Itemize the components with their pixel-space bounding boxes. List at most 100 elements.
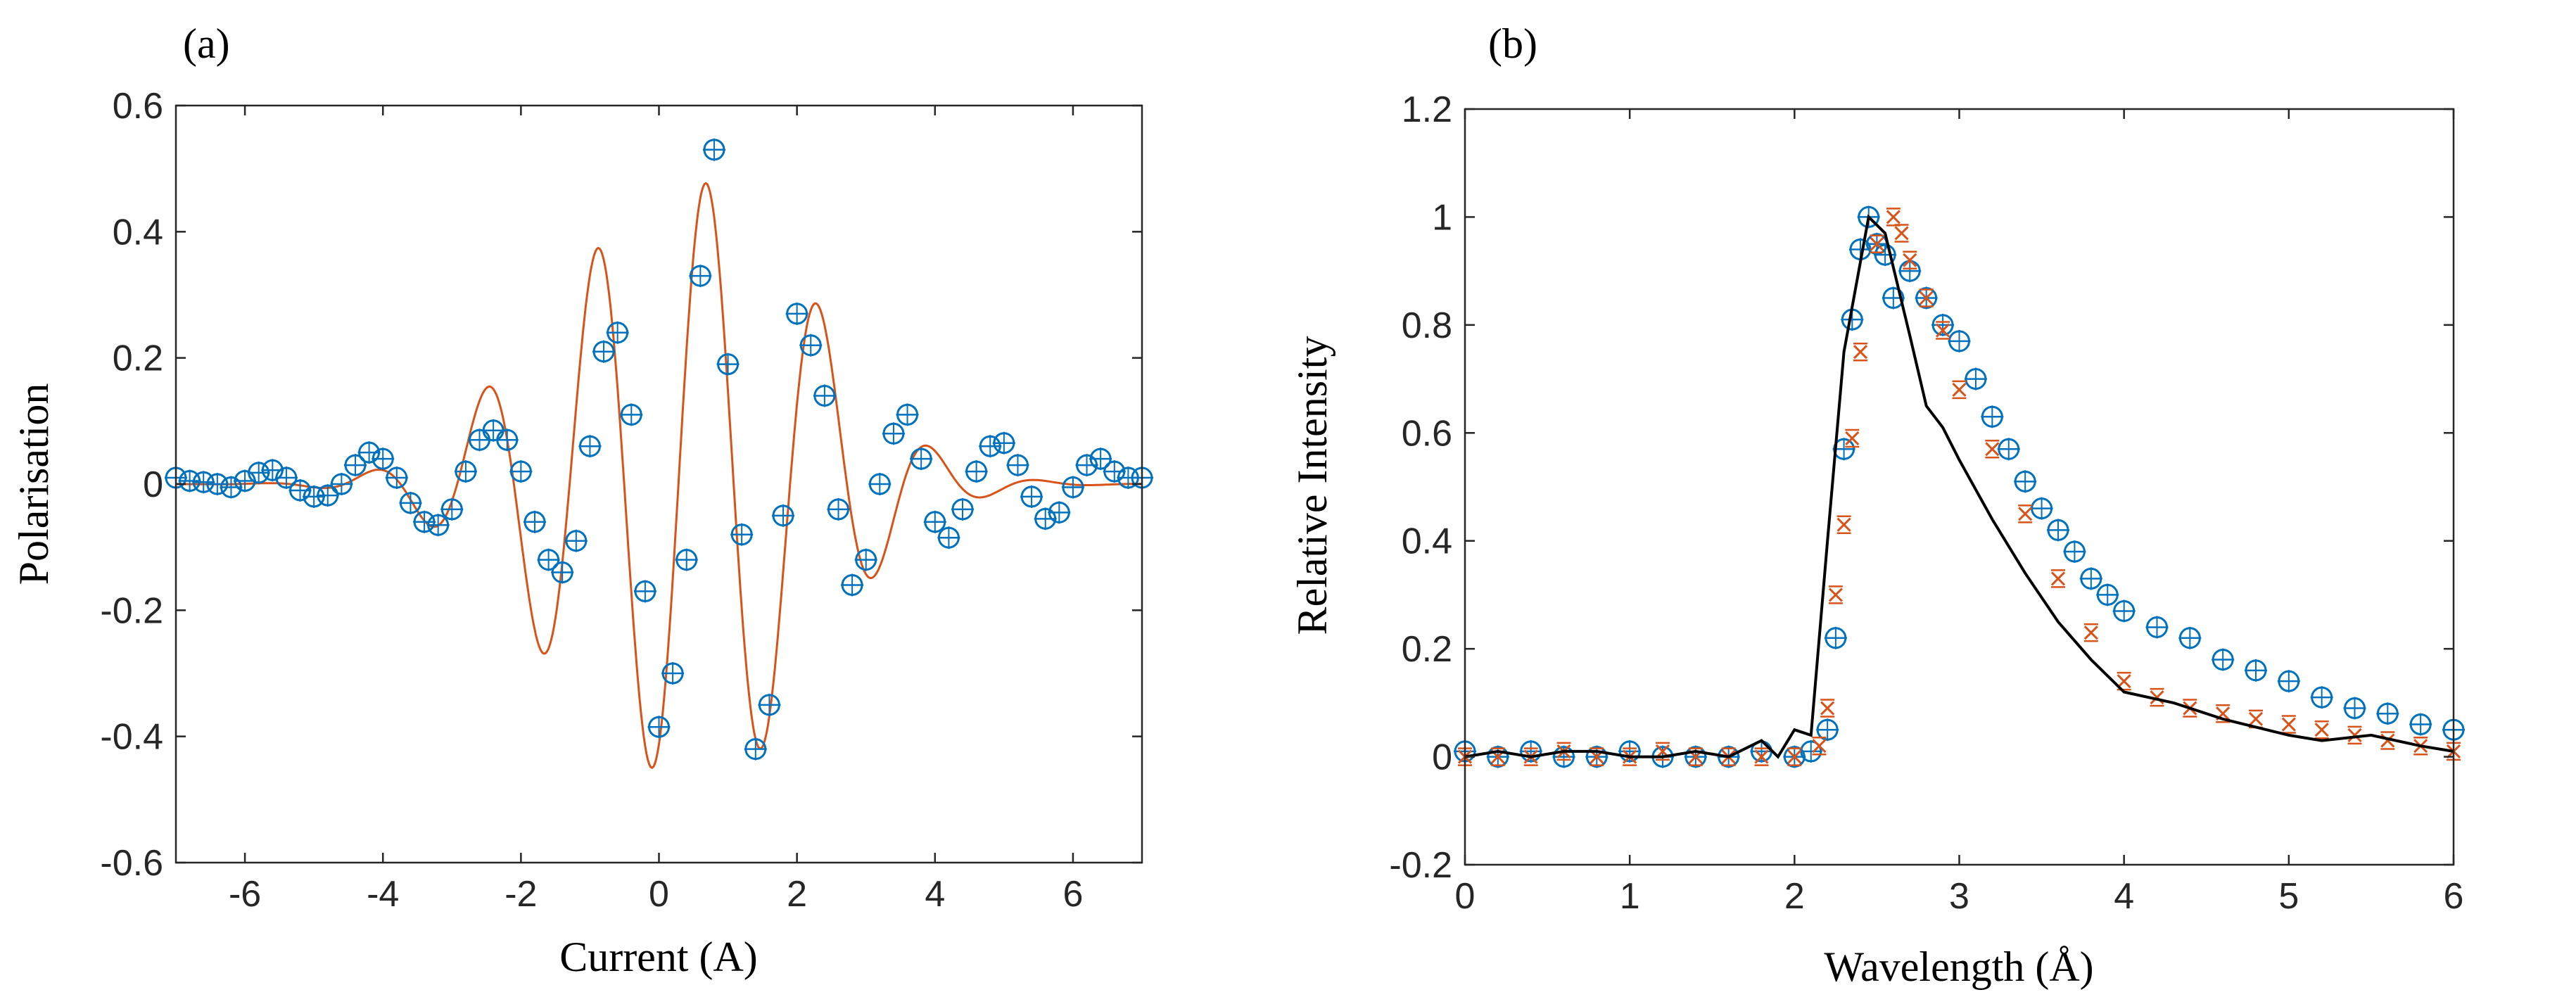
panel-b-plot-area [1454, 205, 2465, 768]
b-marker-cross-b [1820, 701, 1835, 716]
b-marker-circle [1816, 718, 1839, 741]
a-xtick-label: 6 [1062, 874, 1083, 915]
b-marker-circle [2278, 670, 2300, 692]
b-marker-circle [1981, 405, 2003, 428]
a-ytick-label: -0.2 [100, 590, 163, 631]
a-marker-circle [689, 265, 711, 287]
b-marker-circle [1874, 243, 1896, 266]
a-marker-circle [261, 459, 284, 481]
b-data-point [1981, 405, 2004, 428]
a-marker-circle [538, 549, 560, 571]
a-marker-circle [413, 511, 436, 533]
b-marker-cross-b [1812, 739, 1827, 754]
panel-a-xlabel: Current (A) [559, 934, 758, 980]
b-data-point [2150, 687, 2164, 707]
b-data-point [2343, 697, 2366, 720]
a-data-point [274, 466, 298, 490]
a-data-point [675, 548, 698, 571]
b-marker-cross-b [1870, 236, 1884, 251]
b-data-point [1964, 367, 1987, 390]
panel-b-label: (b) [1488, 20, 1537, 67]
b-data-point [1787, 747, 1802, 766]
a-marker-circle [1048, 501, 1070, 523]
b-data-point [2096, 583, 2119, 607]
a-marker-circle [1020, 485, 1043, 508]
panel-a-plot-area [165, 138, 1153, 769]
b-data-point [2018, 504, 2033, 523]
b-xtick-label: 4 [2114, 876, 2134, 917]
a-data-point [702, 138, 725, 161]
a-marker-circle [1103, 460, 1126, 483]
a-data-point [854, 548, 877, 571]
b-marker-cross-b [1903, 253, 1917, 267]
a-marker-circle [910, 447, 932, 470]
a-data-point [716, 353, 740, 376]
b-data-point [1948, 329, 1971, 353]
b-data-point [1754, 747, 1769, 766]
b-data-point [1519, 739, 1542, 763]
a-marker-circle [786, 303, 808, 325]
b-data-point [2079, 567, 2102, 590]
b-marker-circle [1553, 746, 1575, 768]
b-marker-cross-b [1836, 517, 1851, 532]
b-marker-circle [1684, 746, 1707, 768]
b-data-point [1936, 321, 1950, 340]
a-marker-circle [868, 473, 891, 495]
a-data-point [1089, 447, 1112, 471]
b-data-point [1919, 288, 1934, 307]
a-marker-circle [192, 471, 215, 493]
panel-b: (b) 0 1 2 3 4 5 6-0.200.20.40.60.811.2 Wavelen… [1289, 20, 2465, 990]
a-data-point [647, 716, 671, 739]
b-marker-cross-b [2347, 728, 2362, 742]
b-data-point [1552, 745, 1575, 768]
a-ytick-label: 0.4 [113, 212, 163, 253]
b-marker-cross-b [1886, 210, 1901, 224]
b-marker-circle [2146, 616, 2168, 638]
a-data-point [205, 473, 229, 495]
a-marker-circle [220, 476, 242, 498]
a-marker-circle [440, 498, 463, 521]
b-ytick-label: 0.2 [1402, 629, 1452, 670]
a-ytick-label: -0.6 [100, 843, 163, 884]
a-marker-circle [703, 139, 725, 161]
a-marker-circle [1089, 447, 1112, 470]
a-data-point [454, 460, 477, 483]
b-data-point [2063, 540, 2086, 564]
a-data-point [578, 435, 602, 458]
a-data-point [896, 403, 919, 426]
b-marker-cross-b [1853, 345, 1868, 360]
a-marker-circle [509, 460, 532, 483]
a-data-point [426, 514, 450, 537]
a-marker-circle [551, 561, 573, 584]
a-data-point [509, 460, 533, 483]
panel-b-ylabel: Relative Intensity [1289, 336, 1335, 635]
b-marker-circle [1585, 746, 1608, 768]
b-marker-circle [2080, 567, 2102, 590]
b-marker-cross-b [2248, 711, 2264, 726]
b-data-point [2047, 519, 2069, 542]
a-marker-circle [661, 662, 684, 685]
b-marker-circle [2113, 599, 2136, 622]
b-data-point [1903, 250, 1917, 270]
b-xtick-label: 5 [2278, 876, 2299, 917]
a-marker-circle [578, 435, 601, 457]
b-marker-circle [2212, 648, 2234, 671]
b-marker-cross-b [1919, 291, 1934, 305]
a-marker-circle [1034, 507, 1057, 530]
b-xtick-label: 3 [1949, 876, 1969, 917]
a-data-point [1020, 485, 1043, 508]
b-data-point [2409, 713, 2432, 736]
b-marker-cross-b [2117, 674, 2131, 689]
a-data-point [758, 693, 781, 716]
a-xtick-label: 0 [649, 874, 669, 915]
b-ytick-label: 0.8 [1402, 305, 1452, 346]
b-marker-cross-b [2281, 717, 2296, 732]
a-marker-circle [607, 322, 629, 344]
a-marker-circle [372, 447, 394, 470]
b-data-point [2245, 659, 2267, 682]
a-marker-circle [330, 473, 353, 495]
b-data-point [1618, 739, 1642, 763]
a-data-point [372, 447, 395, 471]
